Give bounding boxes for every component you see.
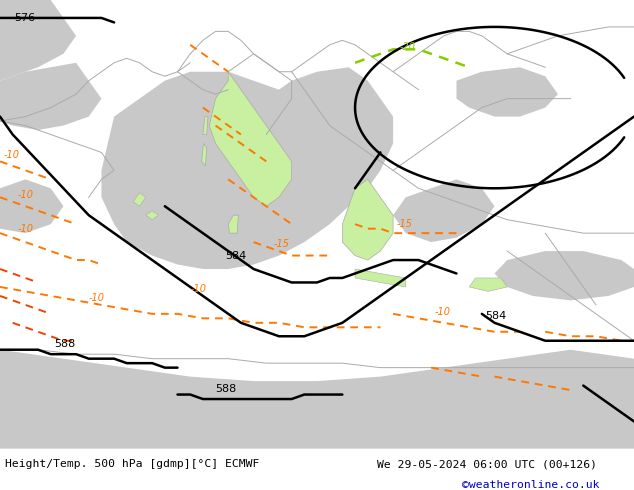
Polygon shape bbox=[495, 251, 634, 300]
Text: -10: -10 bbox=[3, 149, 19, 160]
Text: -15: -15 bbox=[274, 239, 290, 249]
Polygon shape bbox=[456, 67, 558, 117]
Text: -10: -10 bbox=[18, 190, 34, 200]
Polygon shape bbox=[101, 67, 393, 269]
Text: -10: -10 bbox=[18, 223, 34, 234]
Polygon shape bbox=[203, 117, 208, 135]
Text: -10: -10 bbox=[89, 293, 105, 303]
Polygon shape bbox=[133, 193, 146, 206]
Polygon shape bbox=[228, 215, 238, 233]
Text: 588: 588 bbox=[54, 339, 75, 349]
Text: -15: -15 bbox=[396, 219, 412, 229]
Text: 576: 576 bbox=[14, 13, 35, 23]
Polygon shape bbox=[355, 269, 406, 287]
Polygon shape bbox=[146, 211, 158, 220]
Text: Height/Temp. 500 hPa [gdmp][°C] ECMWF: Height/Temp. 500 hPa [gdmp][°C] ECMWF bbox=[5, 459, 259, 469]
Polygon shape bbox=[342, 179, 393, 260]
Polygon shape bbox=[0, 63, 101, 130]
Text: We 29-05-2024 06:00 UTC (00+126): We 29-05-2024 06:00 UTC (00+126) bbox=[377, 459, 597, 469]
Text: 588: 588 bbox=[216, 384, 237, 393]
Text: -20: -20 bbox=[399, 42, 415, 52]
Polygon shape bbox=[0, 0, 76, 81]
Text: -10: -10 bbox=[434, 307, 450, 317]
Polygon shape bbox=[469, 278, 507, 292]
Text: 584: 584 bbox=[225, 250, 247, 261]
Text: ©weatheronline.co.uk: ©weatheronline.co.uk bbox=[462, 480, 599, 490]
Text: 584: 584 bbox=[485, 311, 507, 321]
Text: -10: -10 bbox=[190, 284, 206, 294]
Polygon shape bbox=[0, 350, 634, 448]
Polygon shape bbox=[209, 72, 292, 206]
Polygon shape bbox=[393, 179, 495, 242]
Polygon shape bbox=[0, 179, 63, 233]
Polygon shape bbox=[202, 144, 207, 166]
